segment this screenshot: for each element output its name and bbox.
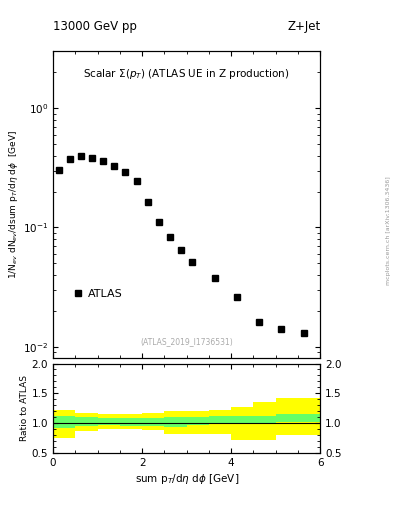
- ATLAS: [234, 294, 239, 301]
- Text: mcplots.cern.ch [arXiv:1306.3436]: mcplots.cern.ch [arXiv:1306.3436]: [386, 176, 391, 285]
- ATLAS: [212, 274, 217, 281]
- ATLAS: [79, 153, 83, 159]
- ATLAS: [301, 330, 306, 336]
- Line: ATLAS: ATLAS: [55, 153, 307, 336]
- ATLAS: [156, 219, 161, 225]
- ATLAS: [123, 169, 128, 176]
- Text: Scalar $\Sigma(p_T)$ (ATLAS UE in Z production): Scalar $\Sigma(p_T)$ (ATLAS UE in Z prod…: [83, 67, 290, 80]
- ATLAS: [179, 247, 184, 253]
- Y-axis label: 1/N$_{ev}$ dN$_{ev}$/dsum p$_T$/d$\eta$ d$\phi$  [GeV]: 1/N$_{ev}$ dN$_{ev}$/dsum p$_T$/d$\eta$ …: [7, 131, 20, 279]
- ATLAS: [112, 162, 117, 168]
- ATLAS: [145, 199, 150, 205]
- ATLAS: [257, 319, 261, 326]
- ATLAS: [190, 259, 195, 265]
- X-axis label: sum p$_T$/d$\eta$ d$\phi$ [GeV]: sum p$_T$/d$\eta$ d$\phi$ [GeV]: [134, 472, 239, 486]
- ATLAS: [90, 155, 94, 161]
- ATLAS: [134, 178, 139, 184]
- ATLAS: [101, 158, 106, 164]
- Text: 13000 GeV pp: 13000 GeV pp: [53, 20, 137, 33]
- Legend: ATLAS: ATLAS: [69, 284, 127, 303]
- ATLAS: [56, 166, 61, 173]
- ATLAS: [68, 156, 72, 162]
- ATLAS: [168, 234, 173, 240]
- Text: (ATLAS_2019_I1736531): (ATLAS_2019_I1736531): [140, 337, 233, 346]
- ATLAS: [279, 326, 284, 332]
- Text: Z+Jet: Z+Jet: [287, 20, 320, 33]
- Y-axis label: Ratio to ATLAS: Ratio to ATLAS: [20, 375, 29, 441]
